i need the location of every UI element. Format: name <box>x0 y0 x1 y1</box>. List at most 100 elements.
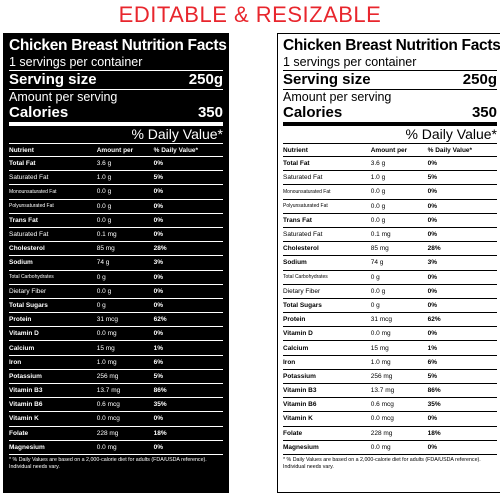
nutrient-daily-value: 0% <box>427 411 497 427</box>
nutrient-amount: 15 mg <box>370 340 428 356</box>
nutrient-amount: 1.0 g <box>96 170 154 186</box>
serving-size-row: Serving size 250g <box>283 71 497 90</box>
nutrient-daily-value: 6% <box>153 355 223 370</box>
nutrient-name: Vitamin B6 <box>9 397 97 413</box>
nutrient-daily-value: 0% <box>427 227 497 243</box>
table-row: Calcium 15 mg 1% <box>283 340 497 356</box>
table-row: Iron 1.0 mg 6% <box>283 355 497 370</box>
nutrient-daily-value: 0% <box>153 213 223 228</box>
nutrient-name: Cholesterol <box>9 241 97 257</box>
nutrient-amount: 0.0 g <box>96 199 154 214</box>
nutrient-name: Cholesterol <box>283 241 371 257</box>
servings-per-container: 1 servings per container <box>9 55 223 71</box>
nutrient-daily-value: 62% <box>153 312 223 328</box>
nutrient-name: Total Sugars <box>9 298 97 314</box>
servings-per-container: 1 servings per container <box>283 55 497 71</box>
table-row: Total Sugars 0 g 0% <box>9 298 223 314</box>
table-row: Folate 228 mg 18% <box>283 426 497 441</box>
nutrient-amount: 0 g <box>96 270 154 285</box>
nutrient-amount: 228 mg <box>370 426 428 441</box>
table-row: Iron 1.0 mg 6% <box>9 355 223 370</box>
calories-row: Calories 350 <box>9 104 223 126</box>
nutrient-amount: 3.6 g <box>96 156 154 172</box>
nutrient-daily-value: 0% <box>427 213 497 228</box>
nutrient-daily-value: 0% <box>153 199 223 214</box>
serving-size-value: 250g <box>188 71 223 88</box>
calories-label: Calories <box>283 104 343 121</box>
nutrient-daily-value: 0% <box>427 199 497 214</box>
footnote: * % Daily Values are based on a 2,000-ca… <box>283 456 481 470</box>
nutrient-daily-value: 0% <box>153 227 223 243</box>
nutrient-name: Calcium <box>283 340 371 356</box>
nutrient-amount: 15 mg <box>96 340 154 356</box>
nutrient-name: Total Fat <box>283 156 371 172</box>
amount-per-serving: Amount per serving <box>9 90 118 104</box>
nutrient-name: Saturated Fat <box>9 227 97 243</box>
nutrient-daily-value: 35% <box>153 397 223 413</box>
nutrient-daily-value: 0% <box>153 326 223 342</box>
nutrient-name: Sodium <box>283 255 371 271</box>
nutrient-amount: 256 mg <box>370 369 428 385</box>
nutrient-daily-value: 0% <box>153 411 223 427</box>
nutrient-name: Magnesium <box>9 440 97 455</box>
nutrient-name: Protein <box>9 312 97 328</box>
nutrient-amount: 0.0 g <box>370 213 428 228</box>
nutrient-name: Monounsaturated Fat <box>283 184 371 200</box>
nutrient-daily-value: 18% <box>427 426 497 441</box>
nutrient-daily-value: 62% <box>427 312 497 328</box>
table-row: Vitamin D 0.0 mg 0% <box>9 326 223 342</box>
nutrient-amount: 0.0 g <box>370 284 428 299</box>
nutrient-amount: 31 mcg <box>96 312 154 328</box>
table-row: Dietary Fiber 0.0 g 0% <box>283 284 497 299</box>
nutrient-amount: 13.7 mg <box>370 383 428 399</box>
nutrient-name: Dietary Fiber <box>283 284 371 299</box>
nutrient-daily-value: 0% <box>153 298 223 314</box>
table-row: Potassium 256 mg 5% <box>283 369 497 385</box>
nutrient-name: Iron <box>283 355 371 370</box>
table-row: Saturated Fat 1.0 g 5% <box>9 170 223 186</box>
footnote: * % Daily Values are based on a 2,000-ca… <box>9 456 207 470</box>
table-row: Magnesium 0.0 mg 0% <box>283 440 497 455</box>
table-row: Calcium 15 mg 1% <box>9 340 223 356</box>
nutrient-name: Folate <box>283 426 371 441</box>
nutrient-amount: 31 mcg <box>370 312 428 328</box>
nutrient-name: Potassium <box>9 369 97 385</box>
table-row: Polyunsaturated Fat 0.0 g 0% <box>283 199 497 214</box>
table-row: Trans Fat 0.0 g 0% <box>9 213 223 228</box>
calories-label: Calories <box>9 104 69 121</box>
table-row: Monounsaturated Fat 0.0 g 0% <box>283 184 497 200</box>
nutrient-name: Vitamin B6 <box>283 397 371 413</box>
nutrient-amount: 256 mg <box>96 369 154 385</box>
table-row: Polyunsaturated Fat 0.0 g 0% <box>9 199 223 214</box>
column-header-nutrient: Nutrient <box>9 144 97 157</box>
nutrient-name: Total Carbohydrates <box>283 270 371 285</box>
nutrient-amount: 0.0 g <box>370 199 428 214</box>
nutrient-daily-value: 86% <box>427 383 497 399</box>
table-row: Vitamin K 0.0 mcg 0% <box>283 411 497 427</box>
label-title: Chicken Breast Nutrition Facts <box>9 37 227 54</box>
nutrient-amount: 0.0 g <box>96 284 154 299</box>
nutrient-name: Total Fat <box>9 156 97 172</box>
nutrient-name: Dietary Fiber <box>9 284 97 299</box>
nutrient-name: Vitamin K <box>283 411 371 427</box>
table-row: Dietary Fiber 0.0 g 0% <box>9 284 223 299</box>
nutrient-name: Trans Fat <box>9 213 97 228</box>
nutrient-daily-value: 0% <box>153 284 223 299</box>
nutrient-name: Saturated Fat <box>9 170 97 186</box>
nutrient-daily-value: 0% <box>427 284 497 299</box>
column-header-amount: Amount per <box>370 144 428 157</box>
nutrient-name: Vitamin B3 <box>283 383 371 399</box>
table-row: Protein 31 mcg 62% <box>9 312 223 328</box>
nutrient-daily-value: 1% <box>153 340 223 356</box>
label-title: Chicken Breast Nutrition Facts <box>283 37 500 54</box>
table-row: Total Carbohydrates 0 g 0% <box>9 270 223 285</box>
nutrient-amount: 0.0 mcg <box>96 411 154 427</box>
calories-value: 350 <box>197 104 223 121</box>
nutrient-amount: 0.0 mg <box>370 440 428 455</box>
nutrient-amount: 0.1 mg <box>370 227 428 243</box>
serving-size-label: Serving size <box>9 71 97 88</box>
nutrient-amount: 0.0 mg <box>370 326 428 342</box>
serving-size-label: Serving size <box>283 71 371 88</box>
table-row: Sodium 74 g 3% <box>9 255 223 271</box>
nutrient-daily-value: 6% <box>427 355 497 370</box>
